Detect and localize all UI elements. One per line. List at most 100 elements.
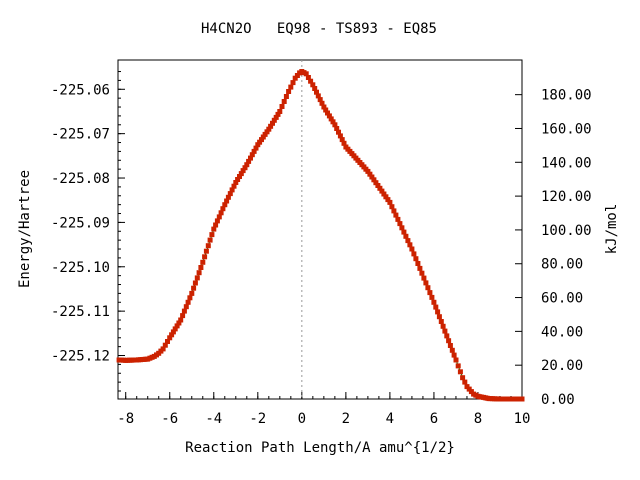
data-point	[393, 212, 399, 218]
data-point	[433, 304, 439, 310]
data-point	[196, 270, 202, 276]
data-point	[330, 119, 336, 125]
data-point	[415, 261, 421, 266]
x-tick-label: -2	[249, 411, 266, 427]
data-point	[187, 295, 193, 301]
data-point	[317, 97, 323, 103]
data-point	[207, 237, 213, 243]
data-point	[238, 171, 244, 177]
data-point	[431, 299, 437, 305]
data-point	[233, 180, 239, 185]
data-point	[286, 89, 292, 94]
data-point	[334, 126, 340, 131]
y-tick-label: -225.09	[51, 215, 110, 231]
data-point	[435, 309, 441, 315]
y2-tick-label: 0.00	[541, 392, 575, 408]
data-point	[235, 177, 241, 182]
data-point	[202, 254, 208, 260]
data-point	[341, 140, 347, 146]
data-point	[222, 202, 228, 208]
y2-tick-label: 40.00	[541, 324, 583, 340]
data-point	[321, 104, 327, 110]
data-point	[319, 100, 325, 106]
data-point	[365, 168, 371, 174]
y-tick-label: -225.11	[51, 304, 110, 320]
data-point	[442, 328, 448, 334]
data-point	[244, 162, 250, 168]
data-point	[438, 319, 444, 324]
y-axis-label: Energy/Hartree	[17, 170, 33, 288]
x-tick-label: 8	[474, 411, 482, 427]
data-point	[397, 221, 403, 227]
x-tick-label: 10	[514, 411, 531, 427]
data-point	[260, 134, 266, 140]
data-point	[436, 314, 442, 320]
data-point	[211, 226, 217, 232]
x-tick-label: -4	[205, 411, 222, 427]
data-point	[172, 326, 178, 332]
data-point	[457, 369, 463, 375]
data-point	[214, 218, 220, 224]
data-point	[453, 357, 459, 363]
data-point	[253, 145, 259, 151]
data-point	[447, 343, 453, 348]
data-point	[332, 122, 338, 128]
data-point	[421, 275, 427, 281]
data-point	[178, 317, 184, 323]
data-point	[209, 232, 215, 238]
data-point	[419, 270, 425, 276]
y2-tick-label: 100.00	[541, 223, 592, 239]
data-point	[446, 338, 452, 344]
data-point	[292, 75, 298, 81]
data-point	[162, 342, 168, 348]
data-point	[290, 80, 296, 86]
data-point	[165, 339, 170, 344]
data-point	[249, 152, 255, 158]
data-point	[383, 194, 389, 200]
data-point	[323, 107, 329, 113]
data-point	[423, 280, 429, 286]
data-point	[395, 216, 401, 222]
plot-area: -8 -6 -4 -2 0 2 4 6 8 10 -225.06 -225.07 -225.08 -225…	[51, 59, 592, 427]
data-point	[391, 208, 397, 214]
data-point	[189, 290, 195, 296]
data-point	[181, 308, 187, 314]
data-point	[389, 204, 395, 210]
data-point	[224, 198, 230, 204]
data-point	[385, 197, 391, 203]
data-point	[194, 275, 200, 281]
data-point	[377, 185, 383, 191]
data-point	[429, 294, 435, 300]
data-point	[413, 256, 419, 262]
data-point	[337, 133, 343, 139]
data-point	[401, 229, 407, 235]
data-point	[170, 329, 176, 335]
data-point	[192, 280, 198, 286]
data-point	[273, 114, 279, 120]
data-point	[312, 86, 318, 91]
y-tick-label: -225.12	[51, 349, 110, 365]
data-point	[325, 110, 330, 116]
data-point	[305, 75, 311, 80]
y2-tick-label: 60.00	[541, 291, 583, 307]
data-point	[227, 191, 233, 197]
plot-frame	[117, 59, 523, 400]
data-point	[205, 243, 211, 249]
data-point	[451, 352, 457, 358]
data-point	[405, 238, 411, 244]
data-point	[242, 165, 248, 171]
x-tick-label: -6	[161, 411, 178, 427]
data-point	[411, 251, 417, 257]
data-point	[266, 126, 272, 132]
y2-tick-label: 120.00	[541, 189, 592, 205]
data-point	[160, 346, 166, 352]
x-tick-label: 6	[430, 411, 438, 427]
data-point	[281, 99, 287, 104]
chart-title: H4CN2O EQ98 - TS893 - EQ85	[201, 21, 437, 37]
data-point	[200, 259, 206, 265]
data-point	[367, 171, 373, 177]
y2-tick-label: 140.00	[541, 155, 592, 171]
data-point	[240, 168, 246, 174]
data-point	[262, 131, 268, 137]
data-point	[251, 148, 257, 154]
